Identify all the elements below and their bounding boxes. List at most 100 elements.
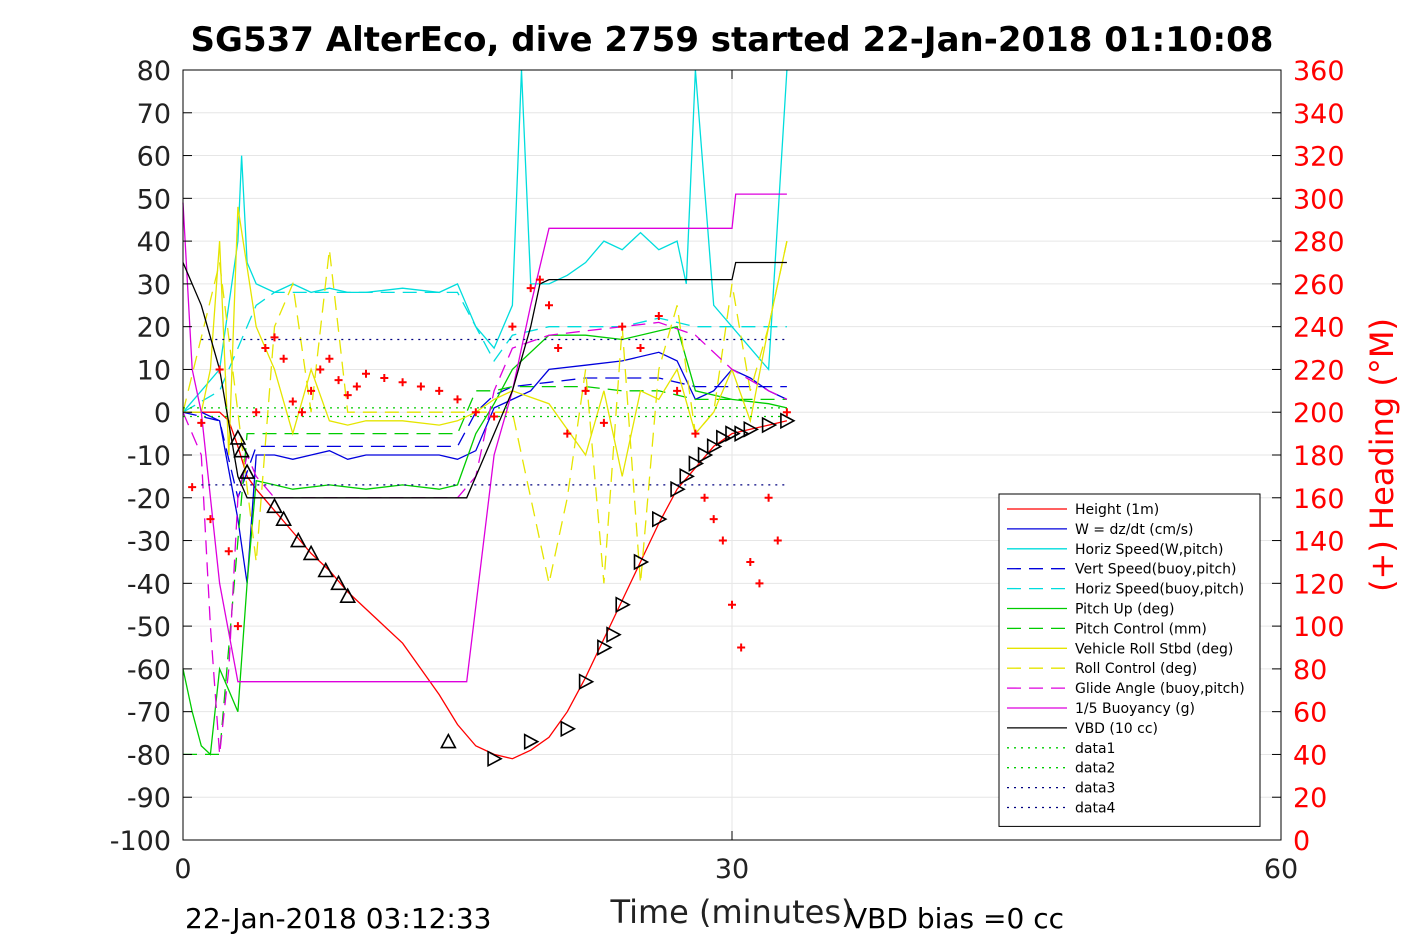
heading-point bbox=[334, 376, 343, 385]
y2-tick-label: 320 bbox=[1293, 142, 1345, 173]
vbd-marker bbox=[229, 429, 247, 445]
y-tick-label: 0 bbox=[154, 398, 171, 429]
series-vert-speed-buoy-pitch bbox=[182, 377, 787, 501]
heading-point bbox=[416, 382, 425, 391]
heading-point bbox=[581, 386, 590, 395]
heading-point bbox=[618, 322, 627, 331]
y-tick-label: -20 bbox=[127, 484, 171, 515]
heading-point bbox=[362, 369, 370, 378]
y2-tick-label: 200 bbox=[1293, 398, 1345, 429]
y2-tick-label: 60 bbox=[1293, 698, 1327, 729]
vbd-marker bbox=[578, 673, 595, 691]
y-tick-label: -10 bbox=[127, 441, 171, 472]
heading-point bbox=[764, 493, 773, 502]
heading-point bbox=[197, 418, 206, 427]
legend-label: Vehicle Roll Stbd (deg) bbox=[1075, 641, 1233, 657]
y2-tick-label: 0 bbox=[1293, 826, 1310, 857]
vbd-marker bbox=[266, 497, 283, 514]
right-axis-label: (+) Heading (°M) bbox=[1363, 318, 1401, 592]
heading-point bbox=[316, 365, 325, 374]
vbd-marker bbox=[716, 429, 732, 447]
legend-label: data1 bbox=[1075, 741, 1115, 757]
heading-point bbox=[215, 365, 224, 374]
legend-label: W = dz/dt (cm/s) bbox=[1075, 522, 1194, 538]
heading-point bbox=[279, 354, 288, 363]
y2-tick-label: 80 bbox=[1293, 655, 1327, 686]
y2-tick-label: 120 bbox=[1293, 569, 1345, 600]
heading-point bbox=[224, 547, 233, 556]
heading-point bbox=[545, 301, 553, 310]
legend-label: data4 bbox=[1075, 801, 1116, 817]
heading-point bbox=[636, 344, 645, 353]
heading-point bbox=[526, 284, 535, 293]
legend-label: Horiz Speed(buoy,pitch) bbox=[1075, 582, 1244, 598]
vbd-marker bbox=[725, 425, 741, 442]
y2-tick-label: 180 bbox=[1293, 441, 1345, 472]
y-tick-label: -70 bbox=[127, 698, 171, 729]
vbd-marker bbox=[697, 446, 714, 464]
heading-point bbox=[737, 643, 746, 652]
series-horiz-speed-w-pitch bbox=[182, 69, 788, 413]
y2-tick-label: 140 bbox=[1293, 527, 1345, 558]
heading-point bbox=[490, 412, 499, 421]
heading-point bbox=[380, 374, 389, 382]
y2-tick-label: 100 bbox=[1293, 612, 1345, 643]
legend-label: data2 bbox=[1075, 761, 1115, 777]
y2-tick-label: 260 bbox=[1293, 270, 1345, 301]
heading-point bbox=[691, 429, 700, 438]
heading-point bbox=[188, 483, 197, 492]
vbd-marker bbox=[238, 463, 256, 479]
vbd-marker bbox=[633, 553, 650, 571]
vbd-marker bbox=[688, 455, 705, 472]
y-tick-label: 60 bbox=[137, 142, 171, 173]
heading-point bbox=[673, 386, 682, 395]
heading-point bbox=[252, 408, 261, 417]
footer-timestamp: 22-Jan-2018 03:12:33 bbox=[185, 902, 491, 935]
series-horiz-speed-buoy-pitch bbox=[182, 291, 787, 413]
vbd-marker bbox=[606, 626, 622, 644]
vbd-marker bbox=[597, 639, 613, 656]
heading-point bbox=[307, 386, 316, 395]
heading-point bbox=[773, 536, 782, 545]
heading-point bbox=[435, 386, 444, 395]
heading-point bbox=[352, 382, 361, 391]
y-tick-label: 40 bbox=[137, 227, 171, 258]
x-axis-label: Time (minutes) bbox=[610, 893, 854, 931]
series-pitch-up-deg bbox=[182, 325, 788, 756]
y2-tick-label: 220 bbox=[1293, 355, 1345, 386]
vbd-marker bbox=[734, 425, 750, 442]
y2-tick-label: 20 bbox=[1293, 783, 1327, 814]
heading-point bbox=[728, 600, 736, 609]
legend-label: Pitch Up (deg) bbox=[1075, 602, 1174, 618]
chart-title: SG537 AlterEco, dive 2759 started 22-Jan… bbox=[191, 20, 1274, 60]
heading-point bbox=[782, 408, 791, 417]
vbd-marker bbox=[289, 531, 307, 548]
y2-tick-label: 240 bbox=[1293, 313, 1345, 344]
heading-point bbox=[398, 378, 407, 387]
vbd-marker bbox=[743, 420, 759, 438]
heading-point bbox=[288, 397, 297, 406]
heading-point bbox=[325, 354, 334, 363]
y-tick-label: -50 bbox=[127, 612, 171, 643]
heading-point bbox=[599, 418, 608, 427]
vbd-marker bbox=[487, 750, 503, 768]
y-tick-label: -90 bbox=[127, 783, 171, 814]
vbd-marker bbox=[523, 733, 540, 750]
vbd-marker bbox=[670, 480, 686, 498]
heading-point bbox=[654, 311, 663, 320]
series-vbd-10-cc bbox=[182, 261, 787, 499]
x-tick-label: 60 bbox=[1264, 854, 1298, 885]
y-tick-label: -60 bbox=[127, 655, 171, 686]
x-tick-label: 0 bbox=[174, 854, 191, 885]
footer-vbd-bias: VBD bias =0 cc bbox=[848, 902, 1064, 935]
vbd-marker bbox=[317, 561, 335, 578]
y-tick-label: -40 bbox=[127, 569, 171, 600]
vbd-marker bbox=[651, 510, 668, 528]
legend-label: Roll Control (deg) bbox=[1075, 661, 1197, 677]
legend-label: Glide Angle (buoy,pitch) bbox=[1075, 681, 1245, 697]
y-tick-label: 10 bbox=[137, 355, 171, 386]
y-tick-label: 20 bbox=[137, 313, 171, 344]
heading-point bbox=[718, 536, 727, 545]
heading-point bbox=[343, 391, 352, 400]
